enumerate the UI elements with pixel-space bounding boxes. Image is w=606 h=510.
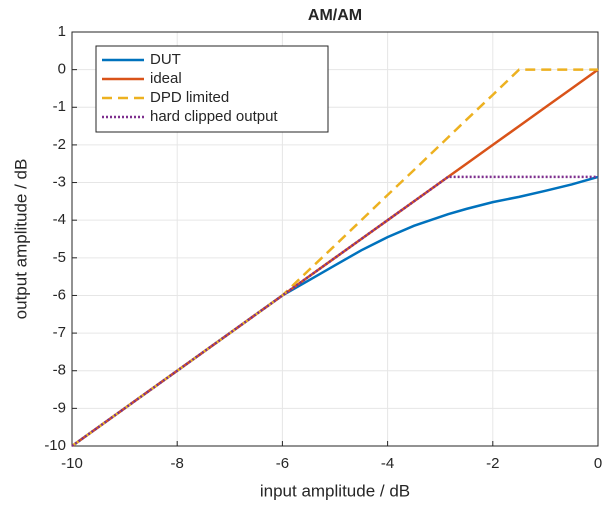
legend-label: DPD limited [150,89,229,106]
legend-label: ideal [150,70,182,87]
x-tick-label: -2 [486,455,499,472]
y-tick-label: -4 [53,211,66,228]
y-tick-label: -9 [53,399,66,416]
series-line [71,175,598,448]
y-axis-label: output amplitude / dB [11,159,30,320]
plot-frame [71,31,599,447]
y-tick-label: -8 [53,362,66,379]
legend-label: hard clipped output [150,108,278,125]
series-line [71,68,598,448]
y-tick-label: -6 [53,286,66,303]
x-tick-label: 0 [594,455,602,472]
y-tick-label: -10 [44,437,66,454]
y-tick-label: -1 [53,98,66,115]
x-tick-label: -10 [61,455,83,472]
y-tick-label: -2 [53,136,66,153]
legend-label: DUT [150,51,181,68]
y-tick-label: -3 [53,174,66,191]
y-tick-label: -7 [53,324,66,341]
x-tick-label: -4 [381,455,394,472]
y-tick-label: 1 [58,23,66,40]
chart-title: AM/AM [308,7,362,24]
y-tick-label: -5 [53,249,66,266]
y-tick-label: 0 [58,61,66,78]
x-tick-label: -8 [171,455,184,472]
x-tick-label: -6 [276,455,289,472]
x-axis-label: input amplitude / dB [260,481,410,500]
